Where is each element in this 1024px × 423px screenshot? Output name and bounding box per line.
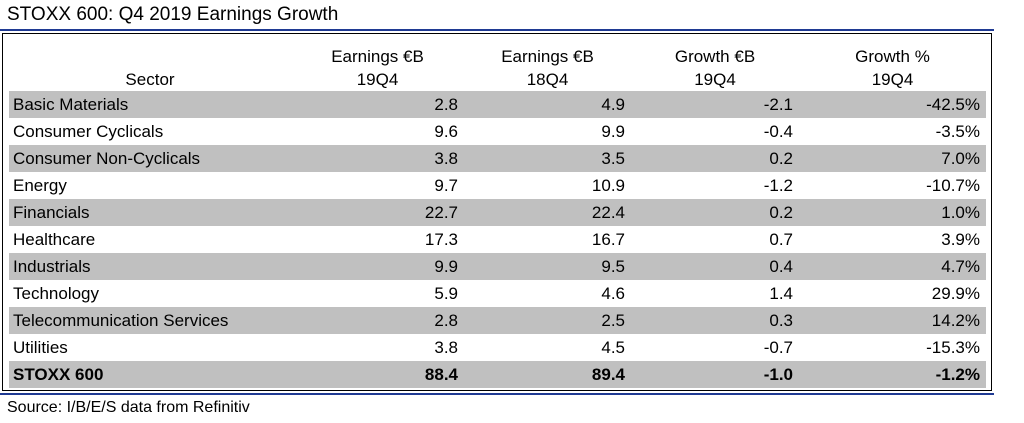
table-row: Consumer Cyclicals 9.6 9.9 -0.4 -3.5% xyxy=(9,118,986,145)
cell-earnings-18q4: 4.9 xyxy=(464,91,631,118)
cell-growth-pct: 14.2% xyxy=(799,307,986,334)
cell-sector: Industrials xyxy=(9,253,291,280)
header-growth-pct-line1: Growth % xyxy=(855,47,930,66)
table-row: Energy 9.7 10.9 -1.2 -10.7% xyxy=(9,172,986,199)
cell-growth-pct: 1.0% xyxy=(799,199,986,226)
cell-earnings-18q4: 9.9 xyxy=(601,122,625,141)
cell-growth-pct: -10.7% xyxy=(926,176,980,195)
cell-sector: Consumer Cyclicals xyxy=(13,122,164,141)
cell-growth-eur: 0.4 xyxy=(631,253,799,280)
table-row: Financials 22.7 22.4 0.2 1.0% xyxy=(9,199,986,226)
cell-sector: Utilities xyxy=(13,338,68,357)
table-row: Utilities 3.8 4.5 -0.7 -15.3% xyxy=(9,334,986,361)
cell-growth-pct: -42.5% xyxy=(799,91,986,118)
cell-earnings-19q4: 88.4 xyxy=(291,361,464,388)
header-earnings-18q4-line1: Earnings €B xyxy=(501,47,594,66)
cell-earnings-18q4: 10.9 xyxy=(591,176,625,195)
top-rule xyxy=(0,29,994,31)
header-growth-eur: Growth €B 19Q4 xyxy=(631,39,799,91)
table-row: Technology 5.9 4.6 1.4 29.9% xyxy=(9,280,986,307)
table-row: Industrials 9.9 9.5 0.4 4.7% xyxy=(9,253,986,280)
cell-sector: STOXX 600 xyxy=(9,361,291,388)
table-frame xyxy=(2,33,992,391)
table-title: STOXX 600: Q4 2019 Earnings Growth xyxy=(7,4,339,25)
cell-earnings-19q4: 3.8 xyxy=(291,145,464,172)
cell-earnings-19q4: 5.9 xyxy=(434,284,458,303)
table-row: Healthcare 17.3 16.7 0.7 3.9% xyxy=(9,226,986,253)
cell-growth-eur: -0.4 xyxy=(763,122,793,141)
cell-growth-eur: 1.4 xyxy=(769,284,793,303)
cell-sector: Technology xyxy=(13,284,100,303)
cell-growth-pct: -1.2% xyxy=(799,361,986,388)
source-note: Source: I/B/E/S data from Refinitiv xyxy=(7,399,250,416)
header-sector-line2: Sector xyxy=(125,70,175,89)
header-row: Sector Earnings €B 19Q4 Earnings €B 18Q4… xyxy=(9,39,986,91)
cell-sector: Financials xyxy=(9,199,291,226)
cell-growth-pct: 29.9% xyxy=(931,284,980,303)
header-earnings-19q4-line2: 19Q4 xyxy=(356,70,399,89)
cell-earnings-18q4: 3.5 xyxy=(464,145,631,172)
cell-growth-pct: 3.9% xyxy=(941,230,980,249)
cell-growth-eur: -1.0 xyxy=(631,361,799,388)
table-row: Basic Materials 2.8 4.9 -2.1 -42.5% xyxy=(9,91,986,118)
cell-sector: Basic Materials xyxy=(9,91,291,118)
cell-earnings-19q4: 17.3 xyxy=(424,230,458,249)
cell-earnings-18q4: 2.5 xyxy=(464,307,631,334)
earnings-table: Sector Earnings €B 19Q4 Earnings €B 18Q4… xyxy=(9,39,986,388)
cell-sector: Healthcare xyxy=(13,230,96,249)
header-earnings-18q4-line2: 18Q4 xyxy=(526,70,569,89)
cell-earnings-18q4: 89.4 xyxy=(464,361,631,388)
bottom-rule xyxy=(0,393,994,395)
cell-earnings-18q4: 4.6 xyxy=(601,284,625,303)
cell-growth-pct: 4.7% xyxy=(799,253,986,280)
cell-earnings-19q4: 2.8 xyxy=(291,91,464,118)
cell-sector: Energy xyxy=(13,176,67,195)
cell-growth-pct: 7.0% xyxy=(799,145,986,172)
header-earnings-19q4-line1: Earnings €B xyxy=(331,47,424,66)
header-growth-eur-line1: Growth €B xyxy=(674,47,756,66)
table-row: Telecommunication Services 2.8 2.5 0.3 14.2% xyxy=(9,307,986,334)
cell-growth-eur: 0.3 xyxy=(631,307,799,334)
table-body: Basic Materials 2.8 4.9 -2.1 -42.5% Consumer … xyxy=(9,91,986,388)
header-earnings-18q4: Earnings €B 18Q4 xyxy=(464,39,631,91)
cell-growth-eur: 0.2 xyxy=(631,145,799,172)
cell-growth-pct: -15.3% xyxy=(926,338,980,357)
cell-earnings-19q4: 3.8 xyxy=(434,338,458,357)
table-row-total: STOXX 600 88.4 89.4 -1.0 -1.2% xyxy=(9,361,986,388)
header-growth-pct: Growth % 19Q4 xyxy=(799,39,986,91)
cell-growth-eur: 0.2 xyxy=(631,199,799,226)
header-sector: Sector xyxy=(9,39,291,91)
cell-earnings-18q4: 4.5 xyxy=(601,338,625,357)
cell-sector: Telecommunication Services xyxy=(9,307,291,334)
header-growth-eur-line2: 19Q4 xyxy=(694,70,736,89)
cell-earnings-18q4: 9.5 xyxy=(464,253,631,280)
header-earnings-19q4: Earnings €B 19Q4 xyxy=(291,39,464,91)
cell-earnings-19q4: 9.6 xyxy=(434,122,458,141)
table-row: Consumer Non-Cyclicals 3.8 3.5 0.2 7.0% xyxy=(9,145,986,172)
cell-earnings-19q4: 22.7 xyxy=(291,199,464,226)
cell-sector: Consumer Non-Cyclicals xyxy=(9,145,291,172)
cell-earnings-18q4: 16.7 xyxy=(591,230,625,249)
cell-growth-pct: -3.5% xyxy=(935,122,980,141)
cell-earnings-19q4: 9.9 xyxy=(291,253,464,280)
cell-earnings-19q4: 2.8 xyxy=(291,307,464,334)
cell-earnings-19q4: 9.7 xyxy=(434,176,458,195)
cell-earnings-18q4: 22.4 xyxy=(464,199,631,226)
cell-growth-eur: 0.7 xyxy=(769,230,793,249)
cell-growth-eur: -1.2 xyxy=(763,176,793,195)
header-growth-pct-line2: 19Q4 xyxy=(871,70,914,89)
table-header: Sector Earnings €B 19Q4 Earnings €B 18Q4… xyxy=(9,39,986,91)
cell-growth-eur: -0.7 xyxy=(763,338,793,357)
cell-growth-eur: -2.1 xyxy=(631,91,799,118)
